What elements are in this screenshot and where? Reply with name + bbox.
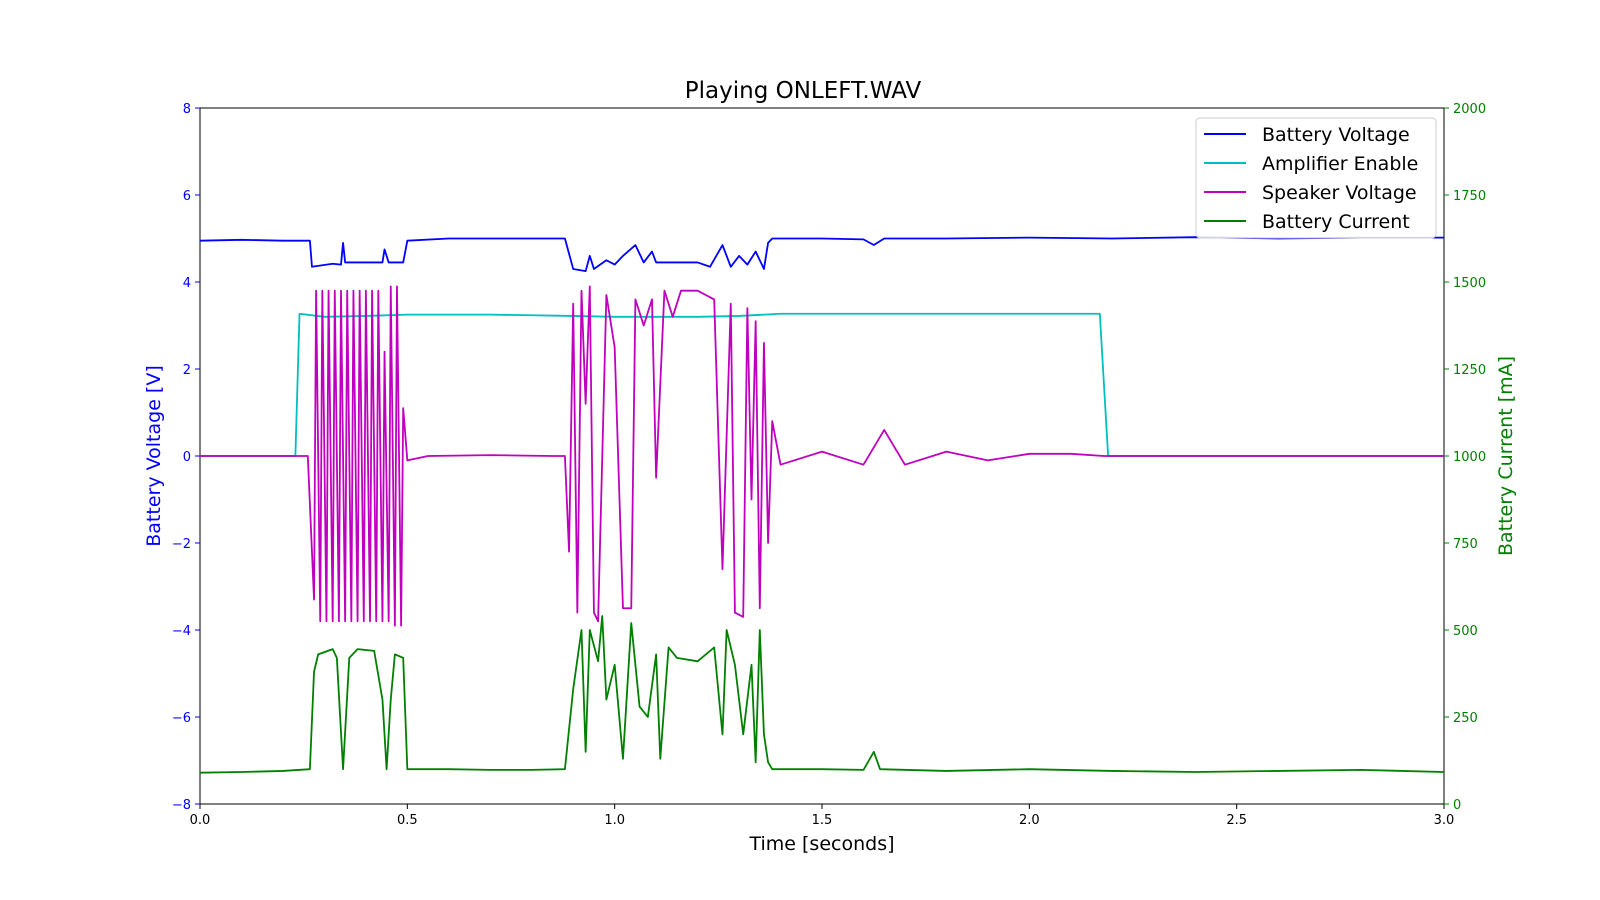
x-tick-label: 0.0 xyxy=(190,813,211,828)
y-right-tick-label: 1250 xyxy=(1453,363,1486,378)
series-line-speaker-voltage xyxy=(200,285,1444,627)
y-left-tick-label: −6 xyxy=(172,711,191,726)
y-right-tick-label: 1750 xyxy=(1453,189,1486,204)
x-tick-label: 3.0 xyxy=(1434,813,1455,828)
legend: Battery Voltage Amplifier Enable Speaker… xyxy=(1195,117,1437,239)
x-tick-label: 2.5 xyxy=(1226,813,1247,828)
legend-box xyxy=(1195,117,1437,239)
y-right-tick-label: 2000 xyxy=(1453,102,1486,117)
y-left-tick-label: −2 xyxy=(172,537,191,552)
y-left-tick-label: 8 xyxy=(183,102,191,117)
y-axis-left-label: Battery Voltage [V] xyxy=(143,365,165,547)
y-right-tick-label: 250 xyxy=(1453,711,1478,726)
series-layer xyxy=(199,236,1445,774)
y-left-tick-label: 0 xyxy=(183,450,191,465)
chart-title: Playing ONLEFT.WAV xyxy=(685,78,922,104)
series-line-battery-current xyxy=(199,615,1445,774)
y-left-tick-label: 4 xyxy=(183,276,191,291)
x-tick-label: 1.0 xyxy=(604,813,625,828)
legend-label-battery-current: Battery Current xyxy=(1262,211,1410,233)
x-axis-label: Time [seconds] xyxy=(748,833,894,855)
legend-label-speaker-voltage: Speaker Voltage xyxy=(1262,182,1417,204)
y-left-tick-label: 6 xyxy=(183,189,191,204)
legend-label-amplifier-enable: Amplifier Enable xyxy=(1262,153,1418,175)
y-axis-right-label: Battery Current [mA] xyxy=(1495,356,1517,556)
y-right-tick-label: 1500 xyxy=(1453,276,1486,291)
x-tick-label: 1.5 xyxy=(812,813,833,828)
y-right-tick-label: 1000 xyxy=(1453,450,1486,465)
ticks-layer: 0.0 0.5 1.0 1.5 2.0 2.5 3.0 8 6 4 2 0 −2 −4 −6 −8 2000 17… xyxy=(172,102,1486,828)
x-tick-label: 0.5 xyxy=(397,813,418,828)
y-right-tick-label: 500 xyxy=(1453,624,1478,639)
series-line-battery-voltage xyxy=(199,236,1444,273)
y-right-tick-label: 0 xyxy=(1453,798,1461,813)
y-left-tick-label: −4 xyxy=(172,624,191,639)
y-left-tick-label: 2 xyxy=(183,363,191,378)
y-right-tick-label: 750 xyxy=(1453,537,1478,552)
x-tick-label: 2.0 xyxy=(1019,813,1040,828)
legend-label-battery-voltage: Battery Voltage xyxy=(1262,124,1410,146)
y-left-tick-label: −8 xyxy=(172,798,191,813)
